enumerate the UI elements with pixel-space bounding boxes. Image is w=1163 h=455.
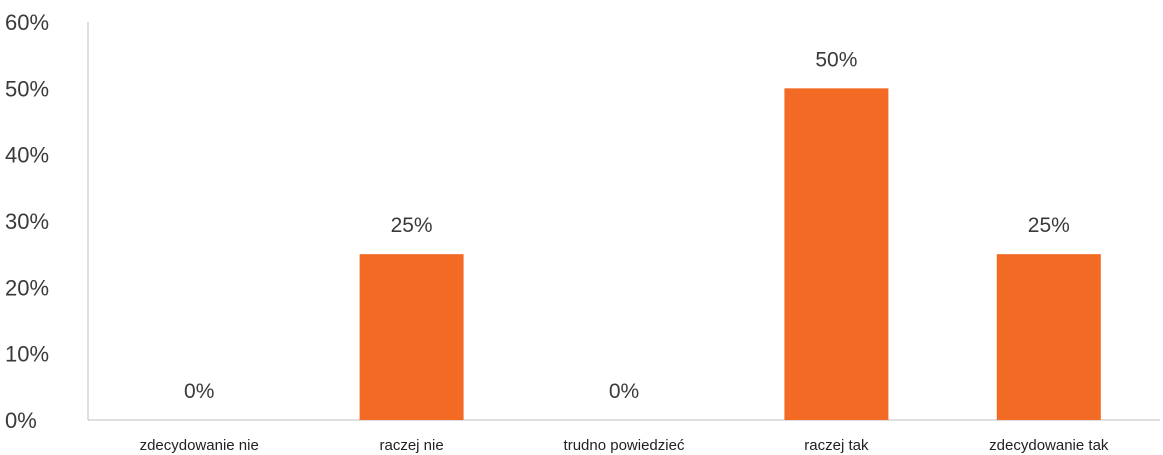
y-tick-label: 0% [5,408,37,433]
x-axis-category-labels: zdecydowanie nie raczej nie trudno powiedz… [140,437,1109,454]
bars [359,88,1101,420]
data-label: 25% [1028,214,1070,237]
category-label: zdecydowanie nie [140,437,259,454]
y-tick-label: 10% [5,342,49,367]
data-labels: 0% 25% 0% 50% 25% [184,48,1070,403]
y-tick-label: 30% [5,209,49,234]
y-tick-label: 40% [5,143,49,168]
y-tick-label: 60% [5,10,49,35]
bar [784,88,889,420]
y-axis-tick-labels: 0% 10% 20% 30% 40% 50% 60% [5,10,49,433]
data-label: 0% [609,380,639,403]
y-tick-label: 50% [5,76,49,101]
data-label: 25% [391,214,433,237]
data-label: 50% [815,48,857,71]
category-label: raczej tak [804,437,869,454]
bar [996,254,1101,420]
y-tick-label: 20% [5,275,49,300]
category-label: trudno powiedzieć [564,437,685,454]
bar [359,254,464,420]
category-label: zdecydowanie tak [989,437,1109,454]
data-label: 0% [184,380,214,403]
category-label: raczej nie [379,437,443,454]
